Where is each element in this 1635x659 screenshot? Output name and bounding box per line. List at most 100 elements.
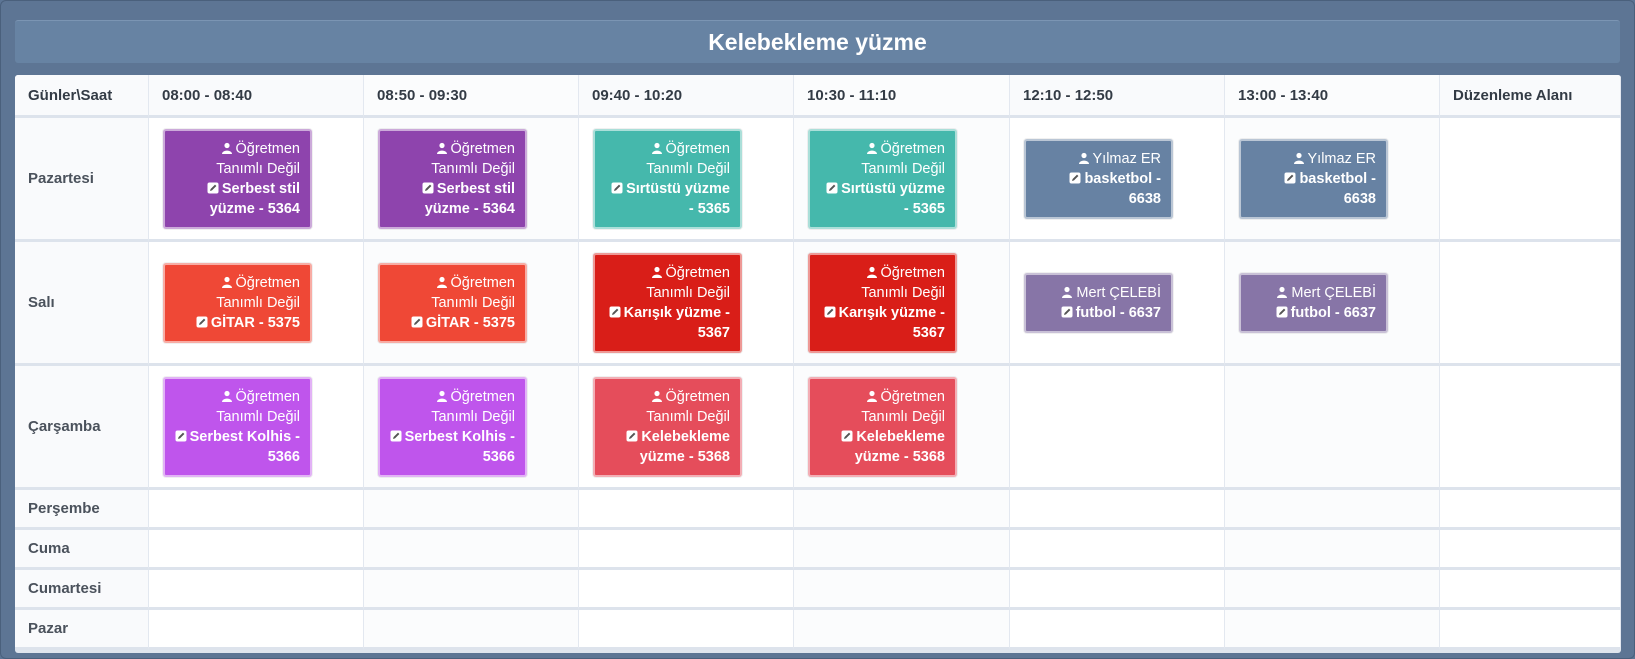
cell-persembe-6[interactable] <box>1225 490 1440 530</box>
cell-pazar-3[interactable] <box>579 610 794 650</box>
edit-area-persembe[interactable] <box>1440 490 1621 530</box>
cell-sali-5[interactable]: Mert ÇELEBİ futbol - 6637 <box>1010 242 1225 366</box>
cell-carsamba-6[interactable] <box>1225 366 1440 490</box>
cell-pazartesi-5[interactable]: Yılmaz ER basketbol - 6638 <box>1010 118 1225 242</box>
cell-pazartesi-2[interactable]: Öğretmen Tanımlı Değil Serbest stil yüzm… <box>364 118 579 242</box>
edit-area-pazartesi[interactable] <box>1440 118 1621 242</box>
lesson-card[interactable]: Öğretmen Tanımlı Değil Serbest Kolhis - … <box>163 376 312 477</box>
edit-area-carsamba[interactable] <box>1440 366 1621 490</box>
cell-pazar-4[interactable] <box>794 610 1010 650</box>
lesson-name: Serbest Kolhis - 5366 <box>189 428 300 465</box>
cell-carsamba-5[interactable] <box>1010 366 1225 490</box>
cell-carsamba-2[interactable]: Öğretmen Tanımlı Değil Serbest Kolhis - … <box>364 366 579 490</box>
cell-sali-1[interactable]: Öğretmen Tanımlı Değil GİTAR - 5375 <box>149 242 364 366</box>
edit-icon[interactable] <box>175 430 187 442</box>
cell-cumartesi-6[interactable] <box>1225 570 1440 610</box>
edit-icon[interactable] <box>1284 172 1296 184</box>
edit-area-cumartesi[interactable] <box>1440 570 1621 610</box>
edit-icon[interactable] <box>1069 172 1081 184</box>
edit-icon[interactable] <box>1061 306 1073 318</box>
cell-cumartesi-5[interactable] <box>1010 570 1225 610</box>
day-label-cumartesi: Cumartesi <box>15 570 149 610</box>
cell-pazartesi-4[interactable]: Öğretmen Tanımlı Değil Sırtüstü yüzme - … <box>794 118 1010 242</box>
cell-cumartesi-3[interactable] <box>579 570 794 610</box>
cell-cuma-4[interactable] <box>794 530 1010 570</box>
cell-carsamba-1[interactable]: Öğretmen Tanımlı Değil Serbest Kolhis - … <box>149 366 364 490</box>
user-icon <box>866 142 878 154</box>
timetable: Günler\Saat 08:00 - 08:40 08:50 - 09:30 … <box>15 75 1621 653</box>
cell-cuma-2[interactable] <box>364 530 579 570</box>
edit-icon[interactable] <box>609 306 621 318</box>
edit-icon[interactable] <box>196 316 208 328</box>
cell-cuma-5[interactable] <box>1010 530 1225 570</box>
edit-icon[interactable] <box>841 430 853 442</box>
cell-persembe-3[interactable] <box>579 490 794 530</box>
teacher-name: Öğretmen Tanımlı Değil <box>646 140 730 177</box>
lesson-card[interactable]: Öğretmen Tanımlı Değil GİTAR - 5375 <box>378 262 527 343</box>
cell-cumartesi-2[interactable] <box>364 570 579 610</box>
lesson-card[interactable]: Mert ÇELEBİ futbol - 6637 <box>1239 272 1388 333</box>
cell-cuma-6[interactable] <box>1225 530 1440 570</box>
edit-area-pazar[interactable] <box>1440 610 1621 650</box>
cell-pazartesi-3[interactable]: Öğretmen Tanımlı Değil Sırtüstü yüzme - … <box>579 118 794 242</box>
cell-persembe-4[interactable] <box>794 490 1010 530</box>
lesson-card[interactable]: Öğretmen Tanımlı Değil Kelebekleme yüzme… <box>593 376 742 477</box>
edit-icon[interactable] <box>611 182 623 194</box>
edit-icon[interactable] <box>207 182 219 194</box>
cell-pazar-5[interactable] <box>1010 610 1225 650</box>
user-icon <box>651 142 663 154</box>
cell-cumartesi-4[interactable] <box>794 570 1010 610</box>
cell-carsamba-3[interactable]: Öğretmen Tanımlı Değil Kelebekleme yüzme… <box>579 366 794 490</box>
lesson-card[interactable]: Öğretmen Tanımlı Değil Serbest stil yüzm… <box>163 128 312 229</box>
cell-sali-3[interactable]: Öğretmen Tanımlı Değil Karışık yüzme - 5… <box>579 242 794 366</box>
edit-icon[interactable] <box>824 306 836 318</box>
cell-sali-2[interactable]: Öğretmen Tanımlı Değil GİTAR - 5375 <box>364 242 579 366</box>
cell-sali-4[interactable]: Öğretmen Tanımlı Değil Karışık yüzme - 5… <box>794 242 1010 366</box>
cell-carsamba-4[interactable]: Öğretmen Tanımlı Değil Kelebekleme yüzme… <box>794 366 1010 490</box>
edit-icon[interactable] <box>826 182 838 194</box>
edit-area-cuma[interactable] <box>1440 530 1621 570</box>
cell-sali-6[interactable]: Mert ÇELEBİ futbol - 6637 <box>1225 242 1440 366</box>
edit-icon[interactable] <box>411 316 423 328</box>
lesson-card[interactable]: Yılmaz ER basketbol - 6638 <box>1024 138 1173 219</box>
user-icon <box>1293 152 1305 164</box>
lesson-card[interactable]: Öğretmen Tanımlı Değil Karışık yüzme - 5… <box>808 252 957 353</box>
cell-persembe-2[interactable] <box>364 490 579 530</box>
edit-icon[interactable] <box>390 430 402 442</box>
cell-pazar-6[interactable] <box>1225 610 1440 650</box>
edit-icon[interactable] <box>1276 306 1288 318</box>
cell-pazartesi-6[interactable]: Yılmaz ER basketbol - 6638 <box>1225 118 1440 242</box>
lesson-card[interactable]: Öğretmen Tanımlı Değil Serbest stil yüzm… <box>378 128 527 229</box>
lesson-name: GİTAR - 5375 <box>425 314 515 331</box>
edit-icon[interactable] <box>626 430 638 442</box>
teacher-name: Öğretmen Tanımlı Değil <box>431 140 515 177</box>
cell-pazar-1[interactable] <box>149 610 364 650</box>
edit-icon[interactable] <box>422 182 434 194</box>
lesson-card[interactable]: Öğretmen Tanımlı Değil Karışık yüzme - 5… <box>593 252 742 353</box>
teacher-name: Öğretmen Tanımlı Değil <box>431 388 515 425</box>
lesson-card[interactable]: Öğretmen Tanımlı Değil Sırtüstü yüzme - … <box>593 128 742 229</box>
lesson-name: Sırtüstü yüzme - 5365 <box>841 180 945 217</box>
cell-pazar-2[interactable] <box>364 610 579 650</box>
day-label-pazartesi: Pazartesi <box>15 118 149 242</box>
lesson-card[interactable]: Mert ÇELEBİ futbol - 6637 <box>1024 272 1173 333</box>
cell-persembe-1[interactable] <box>149 490 364 530</box>
teacher-name: Mert ÇELEBİ <box>1291 284 1376 301</box>
lesson-card[interactable]: Öğretmen Tanımlı Değil Serbest Kolhis - … <box>378 376 527 477</box>
teacher-name: Öğretmen Tanımlı Değil <box>646 388 730 425</box>
cell-cuma-3[interactable] <box>579 530 794 570</box>
cell-persembe-5[interactable] <box>1010 490 1225 530</box>
cell-pazartesi-1[interactable]: Öğretmen Tanımlı Değil Serbest stil yüzm… <box>149 118 364 242</box>
edit-area-sali[interactable] <box>1440 242 1621 366</box>
user-icon <box>436 390 448 402</box>
header-edit-area: Düzenleme Alanı <box>1440 75 1621 118</box>
lesson-card[interactable]: Öğretmen Tanımlı Değil GİTAR - 5375 <box>163 262 312 343</box>
lesson-card[interactable]: Öğretmen Tanımlı Değil Kelebekleme yüzme… <box>808 376 957 477</box>
row-cumartesi: Cumartesi <box>15 570 1621 610</box>
cell-cumartesi-1[interactable] <box>149 570 364 610</box>
cell-cuma-1[interactable] <box>149 530 364 570</box>
teacher-name: Öğretmen Tanımlı Değil <box>861 388 945 425</box>
lesson-card[interactable]: Yılmaz ER basketbol - 6638 <box>1239 138 1388 219</box>
user-icon <box>221 276 233 288</box>
lesson-card[interactable]: Öğretmen Tanımlı Değil Sırtüstü yüzme - … <box>808 128 957 229</box>
